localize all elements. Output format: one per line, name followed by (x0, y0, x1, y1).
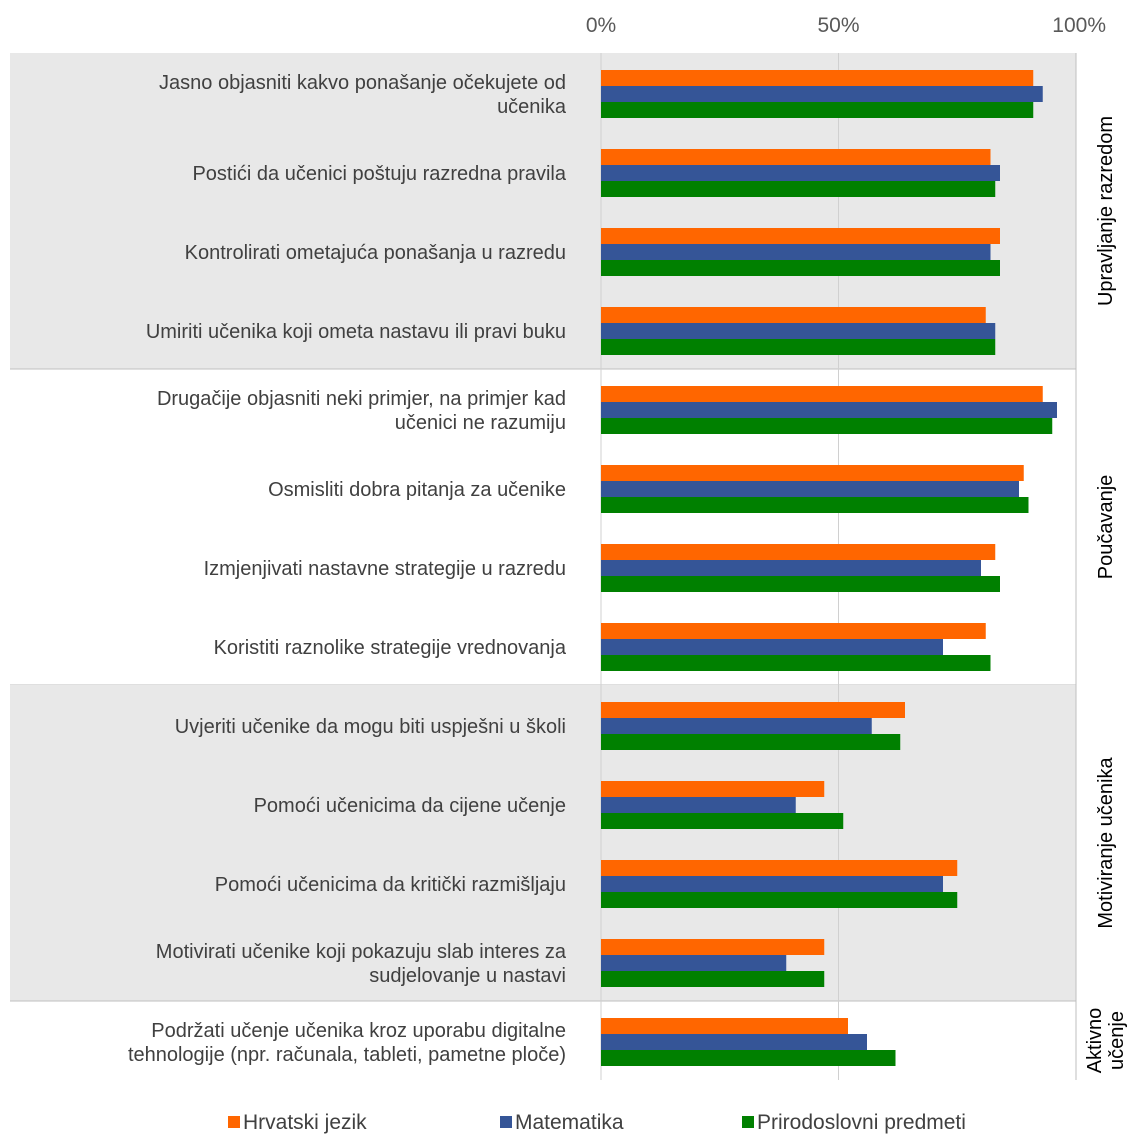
bar (601, 86, 1043, 102)
group-labels: Upravljanje razredom Poučavanje Motiviranj… (1084, 116, 1128, 1073)
category-label: Kontrolirati ometajuća ponašanja u razre… (185, 242, 566, 264)
bar (601, 244, 991, 260)
bar (601, 70, 1034, 86)
bar (601, 497, 1029, 513)
bars (601, 70, 1057, 1066)
bar (601, 228, 1000, 244)
x-axis-ticks: 0% 50% 100% (586, 14, 1106, 37)
category-label: Uvjeriti učenike da mogu biti uspješni u… (175, 716, 566, 738)
bar (601, 576, 1000, 592)
bar (601, 260, 1000, 276)
category-label: Osmisliti dobra pitanja za učenike (268, 479, 566, 501)
bar (601, 386, 1043, 402)
category-label: Izmjenjivati nastavne strategije u razre… (204, 558, 566, 580)
x-tick-label: 100% (1052, 14, 1106, 37)
legend-swatch (500, 1116, 512, 1128)
bar (601, 181, 996, 197)
bar (601, 797, 796, 813)
legend-swatch (742, 1116, 754, 1128)
group-label: učenje (1106, 1011, 1128, 1070)
bar (601, 402, 1057, 418)
bar (601, 481, 1019, 497)
group-label: Aktivno (1084, 1008, 1106, 1074)
legend-label: Matematika (515, 1111, 624, 1134)
bar (601, 939, 825, 955)
bar (601, 102, 1034, 118)
category-label: Drugačije objasniti neki primjer, na pri… (157, 388, 566, 434)
bar (601, 971, 825, 987)
bar (601, 560, 981, 576)
category-label: Jasno objasniti kakvo ponašanje očekujet… (159, 72, 567, 118)
bar (601, 544, 996, 560)
bar (601, 1050, 896, 1066)
bar (601, 165, 1000, 181)
category-label: Pomoći učenicima da kritički razmišljaju (215, 874, 566, 896)
bar (601, 149, 991, 165)
category-label: Motivirati učenike koji pokazuju slab in… (156, 941, 567, 987)
bar (601, 639, 943, 655)
bar (601, 655, 991, 671)
category-label: Postići da učenici poštuju razredna prav… (192, 163, 566, 185)
bar (601, 702, 905, 718)
bar (601, 734, 901, 750)
bar (601, 1034, 867, 1050)
x-tick-label: 0% (586, 14, 616, 37)
legend: Hrvatski jezik Matematika Prirodoslovni pr… (228, 1111, 966, 1134)
bar (601, 339, 996, 355)
bar (601, 781, 825, 797)
category-label: Umiriti učenika koji ometa nastavu ili p… (146, 321, 566, 343)
bar (601, 323, 996, 339)
bar (601, 955, 787, 971)
bar (601, 860, 958, 876)
bar (601, 892, 958, 908)
legend-swatch (228, 1116, 240, 1128)
bar (601, 465, 1024, 481)
category-label: Pomoći učenicima da cijene učenje (254, 795, 566, 817)
legend-label: Prirodoslovni predmeti (757, 1111, 966, 1134)
bar (601, 418, 1053, 434)
group-label: Motiviranje učenika (1095, 757, 1117, 929)
legend-label: Hrvatski jezik (243, 1111, 367, 1134)
bar (601, 623, 986, 639)
category-label: Koristiti raznolike strategije vrednovan… (214, 637, 567, 659)
bar (601, 813, 844, 829)
group-label: Upravljanje razredom (1095, 116, 1117, 306)
bar (601, 718, 872, 734)
category-label: Podržati učenje učenika kroz uporabu dig… (128, 1020, 566, 1066)
x-tick-label: 50% (817, 14, 859, 37)
group-label: Poučavanje (1095, 475, 1117, 580)
bar (601, 307, 986, 323)
bar (601, 1018, 848, 1034)
bar (601, 876, 943, 892)
category-labels: Jasno objasniti kakvo ponašanje očekujet… (128, 72, 567, 1066)
